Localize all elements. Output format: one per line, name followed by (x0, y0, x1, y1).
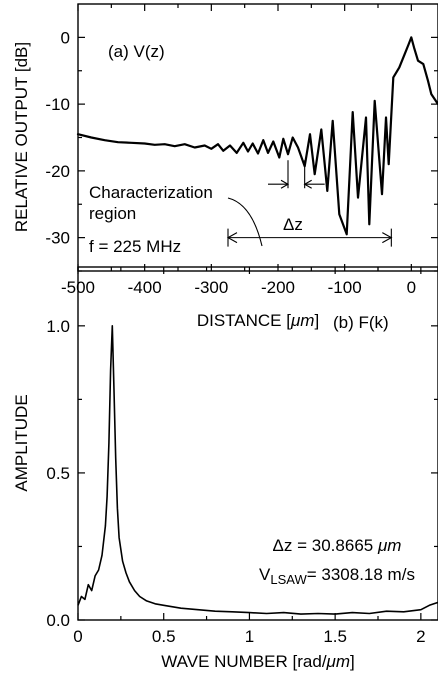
series-line-1-0 (77, 325, 438, 615)
delta-z-left-arrow-head (280, 179, 290, 189)
y-tick-label: -30 (45, 229, 70, 248)
characterization-label-line2: region (89, 204, 136, 223)
series-line-0-0 (76, 36, 438, 236)
characterization-label-line1: Characterization (89, 183, 213, 202)
y-tick-label: 0.5 (46, 464, 70, 483)
delta-z-right-arrow-head (303, 179, 312, 189)
frequency-label: f = 225 MHz (89, 237, 181, 256)
x-tick-label: 1 (245, 627, 254, 646)
x-tick-label: 0 (407, 278, 416, 297)
panel-a-label: (a) V(z) (108, 42, 165, 61)
y-tick-label: 1.0 (46, 317, 70, 336)
delta-z-label: Δz (283, 215, 303, 234)
y-tick-label: -20 (45, 162, 70, 181)
panel-b-x-axis-title: WAVE NUMBER [rad/μm] (161, 652, 355, 671)
panel-a-y-axis-title: RELATIVE OUTPUT [dB] (12, 42, 31, 232)
panel-b-y-ticks: 0.0 0.5 1.0 (46, 317, 438, 630)
panel-b-fk-chart: 0 0.5 1 1.5 2 0.0 0.5 1.0 (b) F(k) Δz = 30.866… (12, 266, 438, 671)
panel-a-series (76, 36, 438, 236)
x-tick-label: -400 (128, 278, 162, 297)
characterization-leader-line (227, 197, 263, 247)
x-tick-label: 0 (73, 627, 82, 646)
x-tick-label: 0.5 (152, 627, 176, 646)
panel-b-x-ticks: 0 0.5 1 1.5 2 (73, 267, 426, 646)
panel-a-y-ticks: 0 -10 -20 -30 (45, 28, 438, 272)
v-lsaw-label: VLSAW= 3308.18 m/s (259, 565, 415, 587)
delta-z-value-label: Δz = 30.8665 μm (273, 536, 402, 555)
y-tick-label: 0.0 (46, 611, 70, 630)
panel-a-annotations: Characterization region Δz f = 225 MHz (89, 160, 393, 256)
y-tick-label: 0 (61, 28, 70, 47)
panel-a-vz-chart: -500 -400 -300 -200 -100 0 0-10-20-30 (a) V(z… (12, 3, 438, 330)
panel-b-series (77, 325, 438, 615)
x-tick-label: 2 (416, 627, 425, 646)
panel-a-x-axis-title: DISTANCE [μm] (197, 311, 319, 330)
panel-b-label: (b) F(k) (333, 313, 389, 332)
panel-b-y-axis-title: AMPLITUDE (12, 394, 31, 491)
x-tick-label: 1.5 (323, 627, 347, 646)
panel-b-plot-frame (77, 266, 438, 621)
x-tick-label: -200 (261, 278, 295, 297)
x-tick-label: -100 (328, 278, 362, 297)
x-tick-label: -300 (194, 278, 228, 297)
y-tick-label: -10 (45, 95, 70, 114)
